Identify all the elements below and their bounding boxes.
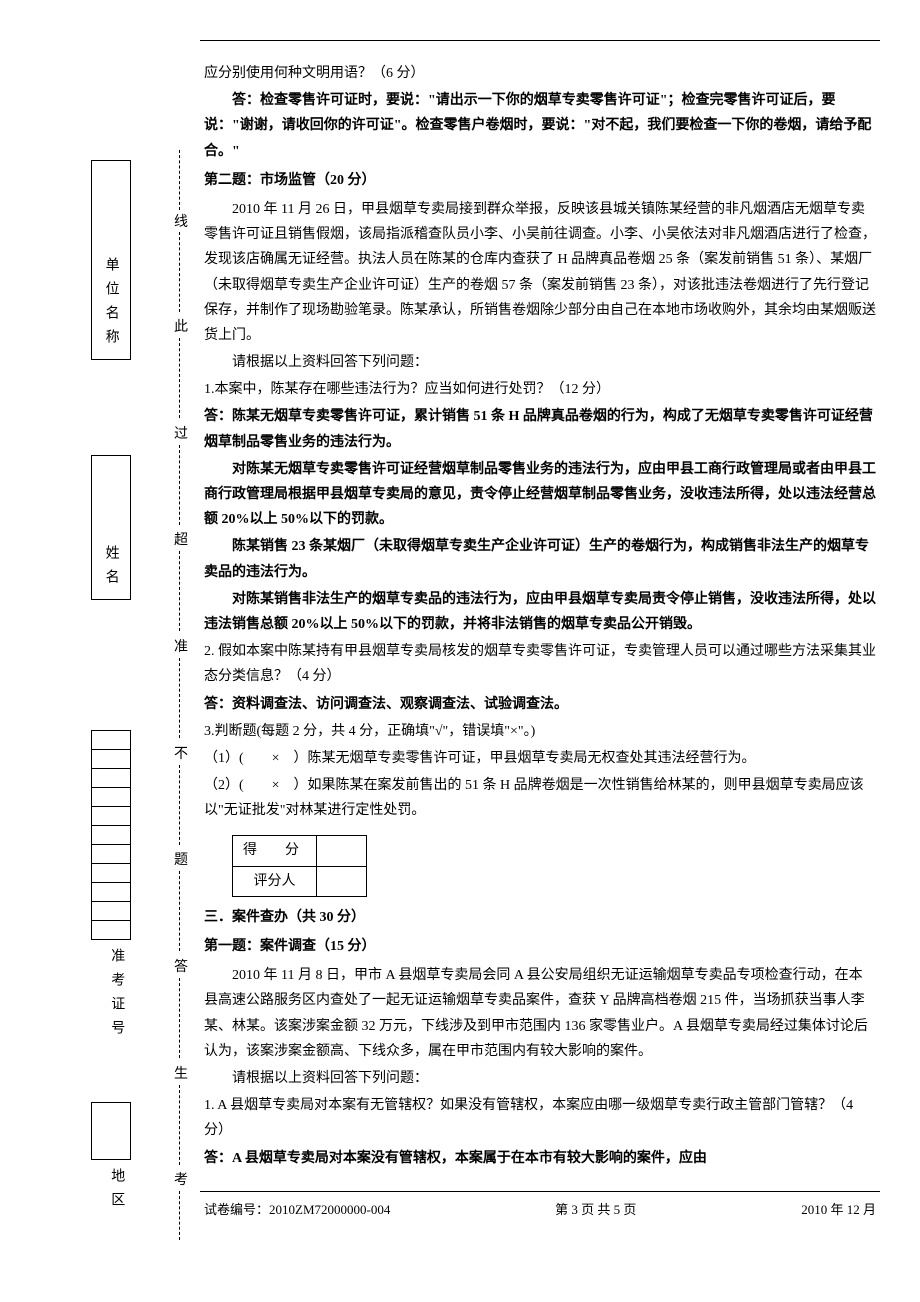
section3-q1: 1. A 县烟草专卖局对本案有无管辖权？如果没有管辖权，本案应由哪一级烟草专卖行… [204,1093,876,1143]
footer-exam-code: 试卷编号：2010ZM72000000-004 [204,1198,390,1221]
section2-q3-intro: 3.判断题(每题 2 分，共 4 分，正确填"√"，错误填"×"。) [204,719,876,744]
section2-instruction: 请根据以上资料回答下列问题： [204,350,876,375]
name-label: 姓名 [98,545,123,593]
section2-a2: 答：资料调查法、访问调查法、观察调查法、试验调查法。 [204,692,876,717]
binding-char: 线 [173,210,189,235]
page-container: 应分别使用何种文明用语？（6 分） 答：检查零售许可证时，要说："请出示一下你的… [200,40,880,1221]
footer-page-number: 第 3 页 共 5 页 [555,1198,636,1221]
question-civility: 应分别使用何种文明用语？（6 分） [204,61,876,86]
binding-char: 超 [173,528,189,553]
score-label: 得 分 [233,836,317,866]
footer-date: 2010 年 12 月 [801,1198,876,1221]
page-footer: 试卷编号：2010ZM72000000-004 第 3 页 共 5 页 2010… [200,1192,880,1221]
section2-a1-p2: 对陈某无烟草专卖零售许可证经营烟草制品零售业务的违法行为，应由甲县工商行政管理局… [204,457,876,533]
section2-background: 2010 年 11 月 26 日，甲县烟草专卖局接到群众举报，反映该县城关镇陈某… [204,197,876,348]
section3-background: 2010 年 11 月 8 日，甲市 A 县烟草专卖局会同 A 县公安局组织无证… [204,963,876,1064]
binding-char: 准 [173,635,189,660]
region-box [91,1102,131,1160]
section2-q1: 1.本案中，陈某存在哪些违法行为？应当如何进行处罚？（12 分） [204,377,876,402]
exam-id-grid [91,730,131,940]
binding-sidebar: 线 此 过 超 准 不 题 答 生 考 单位名称 姓名 [45,40,195,1240]
grader-value-cell [317,866,367,896]
binding-char: 过 [173,422,189,447]
section3-instruction: 请根据以上资料回答下列问题： [204,1066,876,1091]
binding-char: 考 [173,1168,189,1193]
binding-char: 生 [173,1062,189,1087]
section2-a1-p3: 陈某销售 23 条某烟厂（未取得烟草专卖生产企业许可证）生产的卷烟行为，构成销售… [204,534,876,584]
content-body: 应分别使用何种文明用语？（6 分） 答：检查零售许可证时，要说："请出示一下你的… [200,61,880,1171]
section3-a1: 答：A 县烟草专卖局对本案没有管辖权，本案属于在本市有较大影响的案件，应由 [204,1146,876,1171]
unit-name-box: 单位名称 [91,160,131,360]
unit-name-label: 单位名称 [98,257,123,353]
section2-q3-1: （1）( × ）陈某无烟草专卖零售许可证，甲县烟草专卖局无权查处其违法经营行为。 [204,746,876,771]
section3-title: 三．案件查办（共 30 分） [204,905,876,930]
section3-sub1-title: 第一题：案件调查（15 分） [204,934,876,959]
section2-q2: 2. 假如本案中陈某持有甲县烟草专卖局核发的烟草专卖零售许可证，专卖管理人员可以… [204,639,876,689]
binding-char: 答 [173,955,189,980]
binding-line: 线 此 过 超 准 不 题 答 生 考 [170,150,190,1240]
binding-char: 题 [173,848,189,873]
section2-q3-2: （2）( × ）如果陈某在案发前售出的 51 条 H 品牌卷烟是一次性销售给林某… [204,773,876,823]
exam-id-label: 准考证号 [104,948,129,1044]
region-label: 地区 [104,1168,129,1216]
score-table: 得 分 评分人 [232,835,367,896]
section2-title: 第二题：市场监管（20 分） [204,168,876,193]
binding-char: 不 [173,742,189,767]
top-rule [200,40,880,41]
section2-a1-p4: 对陈某销售非法生产的烟草专卖品的违法行为，应由甲县烟草专卖局责令停止销售，没收违… [204,587,876,637]
score-value-cell [317,836,367,866]
answer-civility: 答：检查零售许可证时，要说："请出示一下你的烟草专卖零售许可证"；检查完零售许可… [204,88,876,164]
binding-char: 此 [173,315,189,340]
grader-label: 评分人 [233,866,317,896]
section2-a1-p1: 答：陈某无烟草专卖零售许可证，累计销售 51 条 H 品牌真品卷烟的行为，构成了… [204,404,876,454]
name-box: 姓名 [91,455,131,600]
